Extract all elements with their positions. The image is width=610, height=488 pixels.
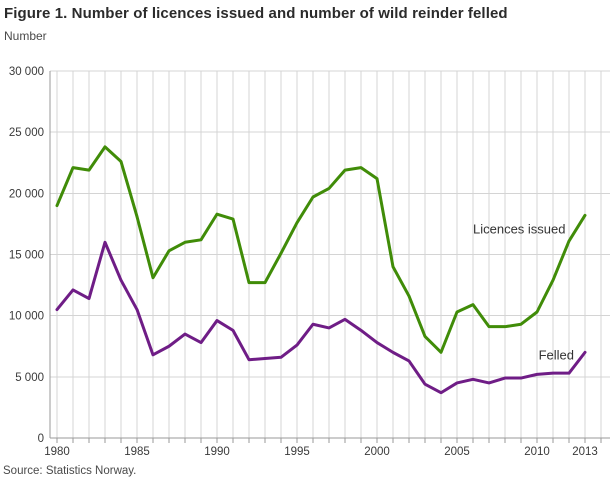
x-axis-tick-label: 1985 xyxy=(124,446,150,458)
axis-unit-label: Number xyxy=(4,29,47,43)
series-label: Felled xyxy=(539,348,574,363)
y-axis-tick-label: 10 000 xyxy=(9,311,44,323)
x-axis-tick-label: 1980 xyxy=(44,446,70,458)
series-label: Licences issued xyxy=(473,222,566,237)
source-note: Source: Statistics Norway. xyxy=(3,465,137,477)
x-axis-tick-label: 1990 xyxy=(204,446,230,458)
y-axis-tick-label: 20 000 xyxy=(9,188,44,200)
y-axis-tick-label: 25 000 xyxy=(9,127,44,139)
x-axis-tick-label: 1995 xyxy=(284,446,310,458)
figure-title: Figure 1. Number of licences issued and … xyxy=(4,5,508,22)
x-axis-tick-label: 2013 xyxy=(572,446,598,458)
y-axis-tick-label: 15 000 xyxy=(9,250,44,262)
felled-line xyxy=(55,240,587,395)
y-axis-tick-label: 0 xyxy=(38,433,44,445)
y-axis-tick-label: 30 000 xyxy=(9,66,44,78)
y-axis-tick-label: 5 000 xyxy=(15,372,44,384)
x-axis-tick-label: 2010 xyxy=(524,446,550,458)
x-axis-tick-label: 2005 xyxy=(444,446,470,458)
licences-issued-line xyxy=(55,145,587,354)
x-axis-tick-label: 2000 xyxy=(364,446,390,458)
